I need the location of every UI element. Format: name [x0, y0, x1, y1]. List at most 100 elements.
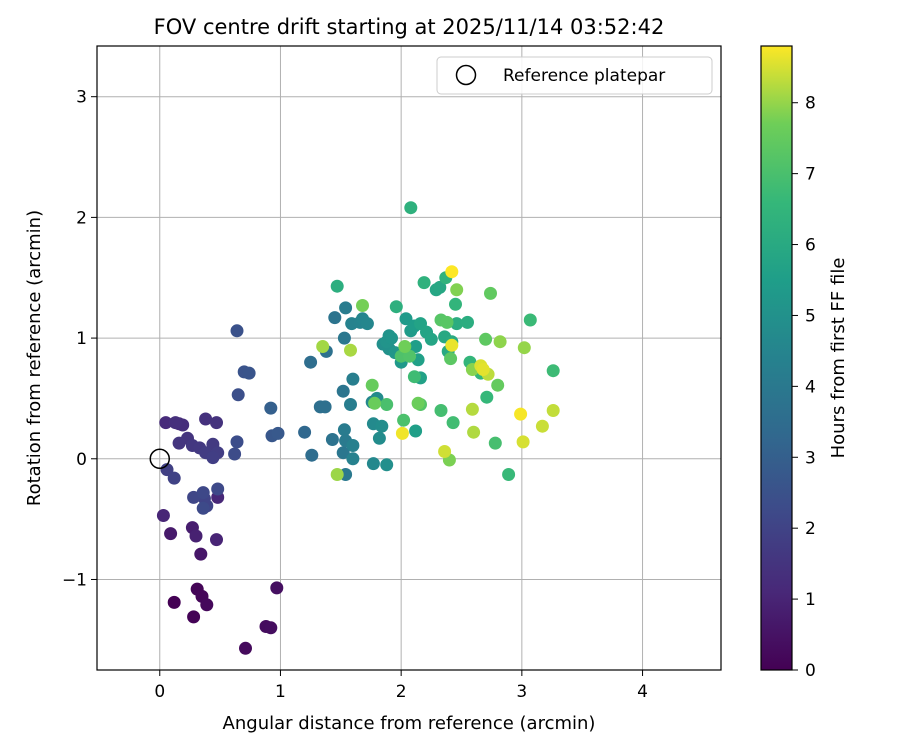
scatter-point: [409, 340, 423, 353]
scatter-points: [156, 201, 560, 655]
scatter-point: [514, 407, 528, 421]
colorbar-tick-label: 1: [805, 590, 816, 610]
scatter-point: [417, 276, 431, 290]
scatter-point: [164, 527, 178, 541]
x-tick-label: 4: [637, 682, 648, 702]
scatter-point: [403, 349, 417, 363]
scatter-point: [365, 378, 379, 392]
scatter-point: [440, 315, 454, 329]
x-tick-label: 3: [516, 682, 527, 702]
scatter-point: [346, 372, 360, 386]
scatter-point: [360, 317, 374, 331]
scatter-point: [344, 343, 357, 357]
scatter-point: [189, 529, 203, 543]
scatter-point: [444, 352, 458, 366]
x-tick-label: 2: [396, 682, 407, 702]
colorbar-tick-label: 2: [805, 519, 816, 539]
scatter-point: [210, 533, 223, 547]
scatter-point: [465, 402, 479, 416]
scatter-point: [325, 433, 339, 446]
legend-marker: [455, 64, 477, 86]
scatter-point: [493, 335, 507, 349]
colorbar-tick-label: 0: [805, 661, 816, 681]
scatter-point: [446, 416, 460, 430]
scatter-point: [211, 482, 225, 496]
scatter-point: [336, 384, 350, 398]
scatter-point: [337, 423, 351, 437]
scatter-point: [517, 341, 531, 355]
scatter-point: [491, 378, 505, 392]
scatter-point: [167, 595, 181, 609]
scatter-point: [318, 400, 332, 414]
y-tick-label: −1: [62, 570, 87, 590]
y-tick-label: 3: [76, 88, 87, 108]
scatter-point: [298, 425, 312, 439]
x-axis-label: Angular distance from reference (arcmin): [223, 713, 596, 734]
scatter-point: [330, 279, 344, 293]
scatter-point: [228, 447, 242, 461]
scatter-point: [346, 439, 360, 452]
scatter-point: [187, 490, 201, 504]
scatter-point: [271, 426, 285, 440]
colorbar-frame: [760, 45, 793, 671]
scatter-point: [160, 463, 174, 477]
x-axis-ticks: 0 1 2 3 4: [154, 670, 648, 702]
scatter-point: [535, 419, 549, 433]
legend: Reference platepar: [436, 56, 713, 95]
y-axis-ticks: −1 0 1 2 3: [62, 88, 97, 590]
scatter-point: [194, 547, 208, 561]
scatter-point: [264, 401, 278, 415]
scatter-point: [385, 331, 398, 345]
scatter-point: [375, 419, 389, 433]
scatter-point: [502, 468, 516, 481]
y-tick-label: 0: [76, 450, 87, 470]
scatter-point: [356, 299, 369, 312]
scatter-point: [398, 340, 412, 353]
scatter-point: [339, 301, 353, 315]
scatter-point: [397, 413, 411, 427]
scatter-point: [450, 317, 464, 331]
scatter-point: [187, 610, 201, 624]
chart-title: FOV centre drift starting at 2025/11/14 …: [154, 15, 665, 39]
y-axis-label: Rotation from reference (arcmin): [24, 210, 45, 506]
scatter-point: [368, 396, 382, 410]
scatter-point: [231, 388, 245, 402]
y-tick-label: 1: [76, 329, 87, 349]
scatter-point: [336, 446, 350, 460]
scatter-point: [270, 581, 284, 595]
legend-label: Reference platepar: [503, 66, 665, 86]
scatter-point: [411, 396, 425, 410]
scatter-point: [407, 370, 421, 384]
scatter-point: [488, 436, 502, 450]
scatter-point: [484, 286, 497, 300]
scatter-point: [479, 332, 493, 346]
colorbar-tick-label: 8: [805, 94, 816, 114]
scatter-point: [389, 300, 403, 314]
scatter-point: [476, 363, 490, 376]
colorbar: [761, 46, 792, 670]
colorbar-ticks: 0 1 2 3 4 5 6 7 8: [792, 94, 816, 681]
scatter-point: [346, 452, 360, 466]
scatter-point: [196, 501, 210, 515]
scatter-point: [230, 435, 244, 449]
scatter-point: [316, 340, 330, 353]
colorbar-tick-label: 5: [805, 306, 816, 326]
scatter-point: [169, 416, 182, 430]
scatter-point: [395, 426, 409, 440]
y-tick-label: 2: [76, 208, 87, 228]
scatter-point: [172, 436, 186, 450]
scatter-point: [330, 468, 344, 481]
scatter-point: [305, 448, 319, 462]
colorbar-label: Hours from first FF file: [828, 258, 849, 459]
scatter-point: [304, 355, 318, 369]
scatter-point: [438, 445, 452, 458]
scatter-point: [156, 509, 170, 522]
scatter-point: [380, 458, 394, 472]
colorbar-tick-label: 3: [805, 448, 816, 468]
reference-platepar-marker: [149, 448, 171, 470]
scatter-point: [199, 412, 213, 426]
scatter-point: [480, 390, 494, 404]
scatter-point: [445, 338, 459, 352]
scatter-point: [196, 486, 210, 500]
scatter-point: [433, 280, 447, 294]
